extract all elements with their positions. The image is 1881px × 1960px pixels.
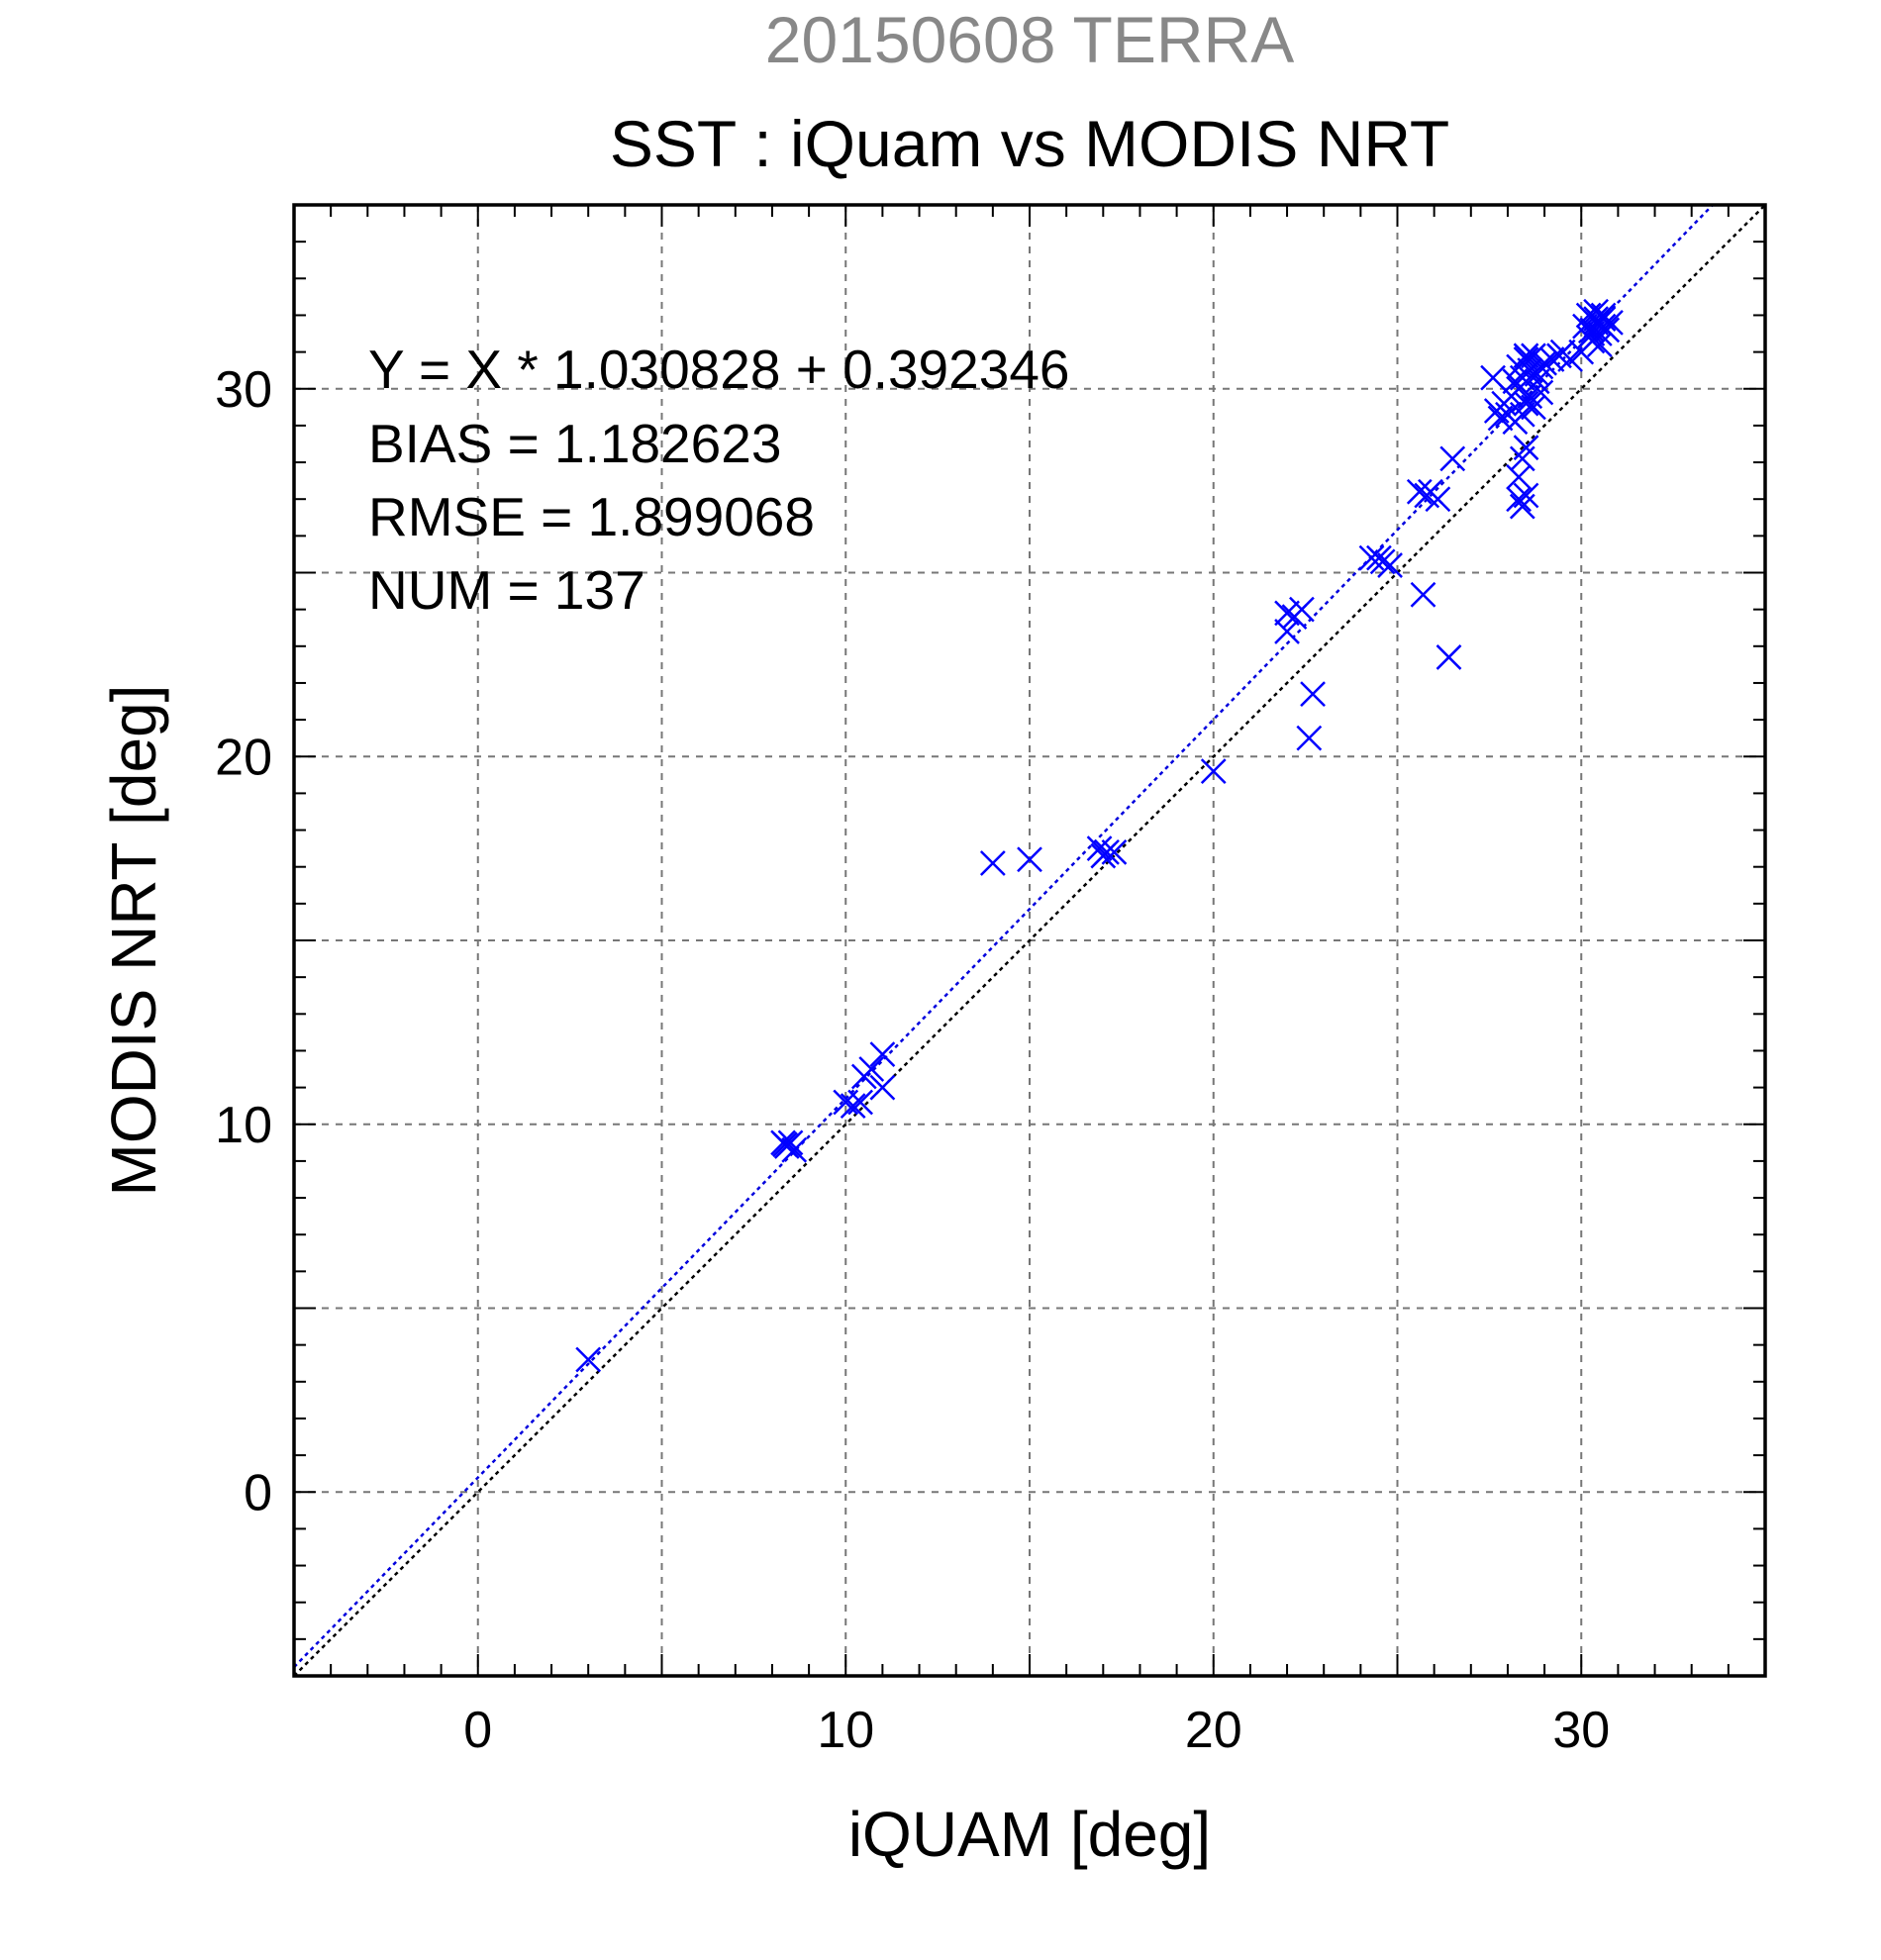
data-point-marker — [1513, 343, 1539, 369]
data-point-marker — [1586, 309, 1613, 336]
plot-frame — [292, 203, 1767, 1678]
data-point-marker — [1538, 346, 1565, 372]
regression-equation: Y = X * 1.030828 + 0.392346 — [368, 339, 1070, 400]
data-point-marker — [1289, 596, 1315, 623]
y-tick-label: 10 — [215, 1097, 272, 1154]
data-point-marker — [1410, 581, 1436, 608]
data-point-marker — [575, 1346, 602, 1373]
x-tick-label: 10 — [817, 1702, 874, 1759]
data-point-marker — [777, 1129, 804, 1156]
data-point-marker — [772, 1131, 798, 1158]
minor-ticks — [294, 205, 1765, 1676]
y-axis-label: MODIS NRT [deg] — [98, 685, 169, 1197]
identity-line — [293, 204, 1766, 1677]
data-point-marker — [781, 1136, 808, 1163]
data-point-marker — [1300, 681, 1326, 707]
data-point-marker — [1200, 758, 1227, 784]
data-points — [575, 298, 1624, 1373]
data-point-marker — [1528, 379, 1554, 406]
data-point-marker — [1439, 445, 1466, 472]
data-point-marker — [1532, 349, 1557, 376]
reference-lines — [293, 204, 1766, 1677]
data-point-marker — [1274, 619, 1300, 644]
data-point-marker — [1557, 346, 1583, 372]
stats-annotation: Y = X * 1.030828 + 0.392346 BIAS = 1.182… — [368, 339, 1070, 621]
data-point-marker — [1579, 321, 1606, 346]
data-point-marker — [869, 1074, 896, 1101]
data-point-marker — [1513, 482, 1539, 509]
data-point-marker — [1377, 552, 1403, 578]
y-tick-label: 20 — [215, 729, 272, 786]
data-point-marker — [1086, 835, 1113, 862]
x-tick-labels: 0 10 20 30 — [463, 1702, 1610, 1759]
data-point-marker — [979, 850, 1006, 876]
data-point-marker — [847, 1089, 873, 1116]
x-tick-label: 0 — [463, 1702, 492, 1759]
y-tick-label: 0 — [244, 1464, 272, 1521]
data-point-marker — [1296, 725, 1323, 751]
x-axis-label: iQUAM [deg] — [848, 1799, 1211, 1870]
x-tick-label: 30 — [1552, 1702, 1610, 1759]
data-point-marker — [1579, 328, 1606, 354]
data-point-marker — [1509, 401, 1535, 428]
num-value: NUM = 137 — [368, 559, 645, 621]
data-point-marker — [1513, 435, 1539, 461]
data-point-marker — [858, 1056, 885, 1082]
data-point-marker — [840, 1093, 866, 1120]
y-tick-label: 30 — [215, 361, 272, 419]
bias-value: BIAS = 1.182623 — [368, 413, 781, 474]
data-point-marker — [1487, 405, 1514, 432]
data-point-marker — [1590, 302, 1617, 329]
data-point-marker — [1090, 842, 1117, 869]
data-point-marker — [1586, 332, 1613, 358]
data-point-marker — [1366, 544, 1392, 571]
data-point-marker — [1506, 486, 1532, 513]
chart-title: SST : iQuam vs MODIS NRT — [610, 107, 1449, 180]
x-tick-label: 20 — [1185, 1702, 1242, 1759]
chart-subtitle: 20150608 TERRA — [765, 3, 1294, 76]
data-point-marker — [1506, 375, 1532, 402]
data-point-marker — [869, 1041, 896, 1068]
regression-fit-line — [293, 204, 1714, 1669]
data-point-marker — [1506, 464, 1532, 490]
data-point-marker — [1425, 486, 1451, 513]
y-tick-labels: 0 10 20 30 — [215, 361, 272, 1522]
data-point-marker — [1406, 478, 1433, 505]
data-point-marker — [1521, 394, 1546, 421]
rmse-value: RMSE = 1.899068 — [368, 486, 815, 547]
data-point-marker — [1274, 600, 1300, 627]
data-point-marker — [1017, 846, 1042, 873]
data-point-marker — [1436, 644, 1462, 670]
